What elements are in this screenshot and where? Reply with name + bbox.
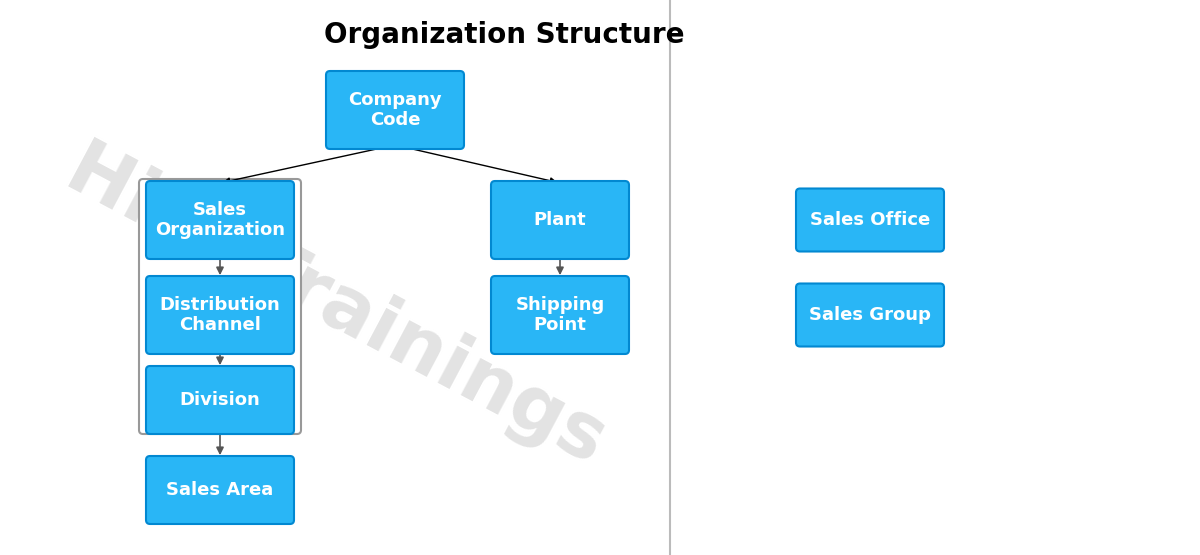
FancyBboxPatch shape xyxy=(796,189,944,251)
Text: Shipping
Point: Shipping Point xyxy=(515,296,605,335)
Text: Sales Area: Sales Area xyxy=(167,481,274,499)
Text: Hira Trainings: Hira Trainings xyxy=(54,132,618,479)
Text: Division: Division xyxy=(180,391,260,409)
FancyBboxPatch shape xyxy=(146,366,294,434)
Text: Distribution
Channel: Distribution Channel xyxy=(160,296,281,335)
FancyBboxPatch shape xyxy=(491,181,629,259)
FancyBboxPatch shape xyxy=(139,179,301,434)
Text: Sales Group: Sales Group xyxy=(809,306,931,324)
FancyBboxPatch shape xyxy=(796,284,944,346)
Text: Sales
Organization: Sales Organization xyxy=(155,200,286,239)
FancyBboxPatch shape xyxy=(491,276,629,354)
Text: Company
Code: Company Code xyxy=(348,90,442,129)
Text: Plant: Plant xyxy=(534,211,587,229)
FancyBboxPatch shape xyxy=(326,71,464,149)
FancyBboxPatch shape xyxy=(146,456,294,524)
Text: Organization Structure: Organization Structure xyxy=(324,21,684,49)
FancyBboxPatch shape xyxy=(146,276,294,354)
Text: Sales Office: Sales Office xyxy=(810,211,930,229)
FancyBboxPatch shape xyxy=(146,181,294,259)
